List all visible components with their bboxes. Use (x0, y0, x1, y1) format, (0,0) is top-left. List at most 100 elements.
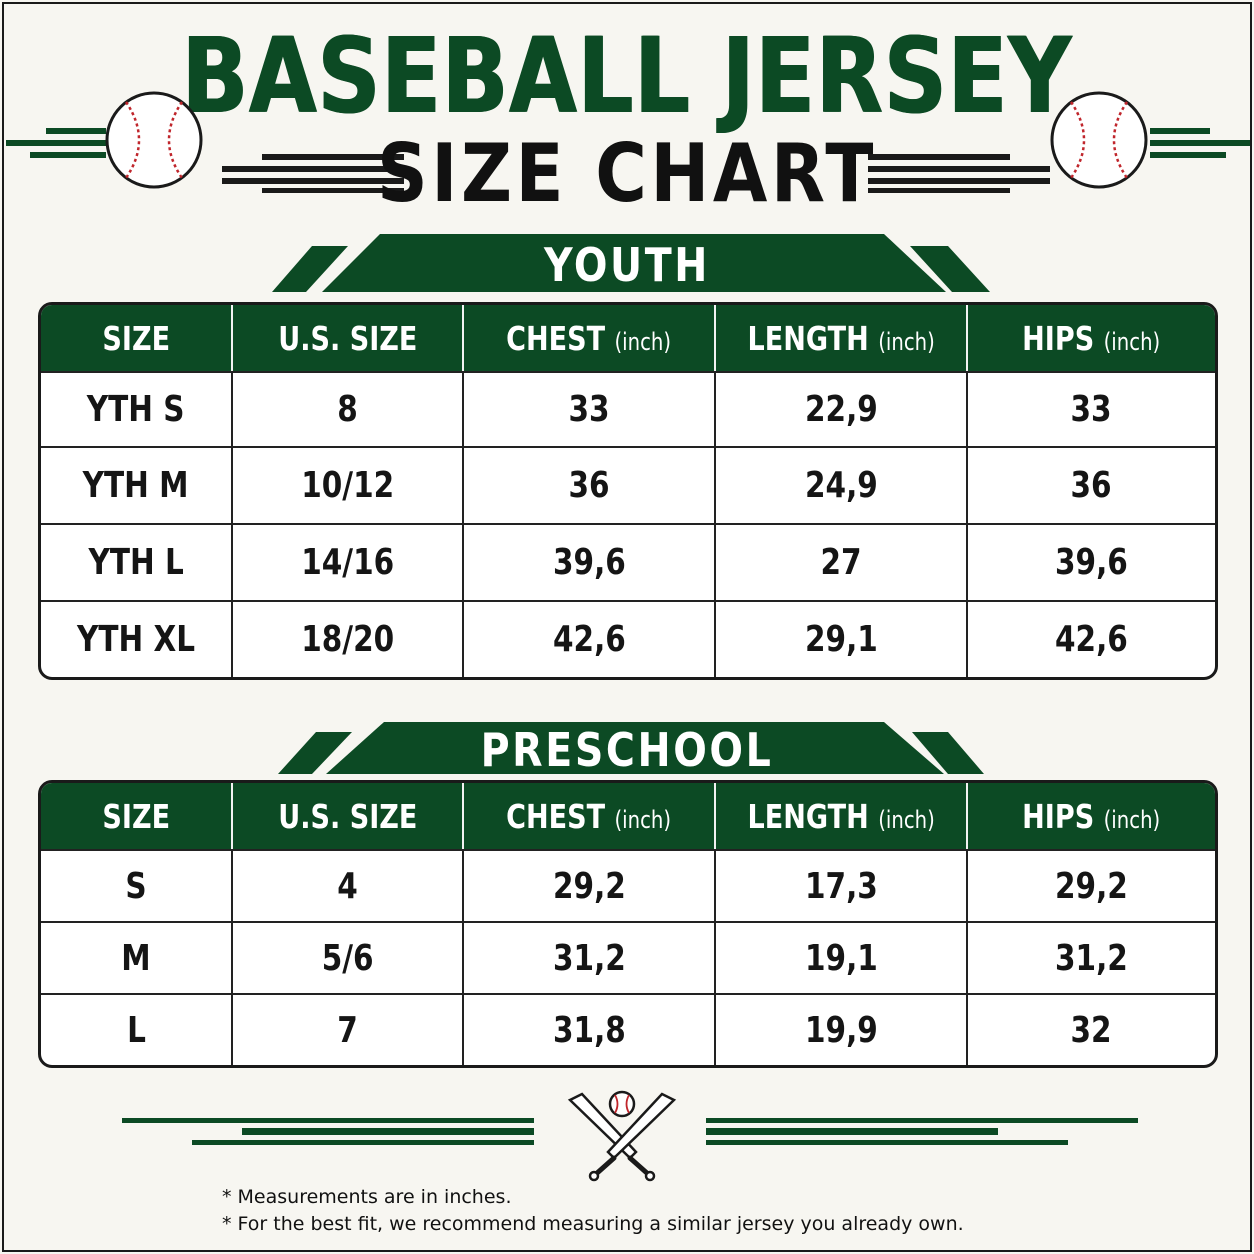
table-cell: 19,9 (714, 995, 966, 1065)
left-speed-lines (6, 126, 106, 166)
table-cell: 33 (966, 373, 1215, 446)
cell-value: 33 (1070, 389, 1113, 430)
table-cell: 36 (966, 448, 1215, 523)
table-cell: 18/20 (231, 602, 462, 677)
cell-value: 14/16 (301, 542, 394, 583)
table-cell: YTH M (41, 448, 231, 523)
table-row: YTH L 14/16 39,6 27 39,6 (41, 523, 1215, 600)
column-unit: (inch) (614, 327, 672, 356)
cell-value: YTH S (87, 389, 185, 430)
cell-value: 39,6 (1055, 542, 1128, 583)
column-header: HIPS (inch) (966, 305, 1215, 371)
table-row: L 7 31,8 19,9 32 (41, 993, 1215, 1065)
table-cell: 42,6 (966, 602, 1215, 677)
cell-value: 29,2 (552, 865, 626, 907)
table-cell: M (41, 923, 231, 993)
baseball-icon (1050, 91, 1148, 189)
cell-value: 31,2 (1055, 937, 1128, 979)
cell-value: 42,6 (552, 619, 626, 660)
table-cell: 14/16 (231, 525, 462, 600)
cell-value: 27 (820, 542, 862, 583)
preschool-size-table: SIZE U.S. SIZE CHEST (inch) LENGTH (inch) HI… (38, 780, 1218, 1068)
table-cell: 36 (462, 448, 714, 523)
column-label: LENGTH (747, 796, 869, 836)
column-header: LENGTH (inch) (714, 305, 966, 371)
table-cell: 29,2 (462, 851, 714, 921)
table-cell: 19,1 (714, 923, 966, 993)
table-cell: S (41, 851, 231, 921)
table-cell: 22,9 (714, 373, 966, 446)
column-header: CHEST (inch) (462, 783, 714, 849)
table-cell: 31,8 (462, 995, 714, 1065)
table-cell: 31,2 (966, 923, 1215, 993)
table-cell: 29,1 (714, 602, 966, 677)
cell-value: 24,9 (804, 465, 878, 506)
column-label: CHEST (506, 796, 606, 836)
column-unit: (inch) (1103, 327, 1161, 356)
cell-value: 10/12 (301, 465, 394, 506)
table-cell: 27 (714, 525, 966, 600)
cell-value: YTH XL (76, 619, 196, 660)
crossed-bats-icon (567, 1090, 677, 1182)
table-row: S 4 29,2 17,3 29,2 (41, 849, 1215, 921)
column-label: SIZE (102, 796, 170, 836)
table-cell: 24,9 (714, 448, 966, 523)
table-cell: 8 (231, 373, 462, 446)
youth-title: YOUTH (543, 238, 710, 292)
column-unit: (inch) (614, 805, 672, 834)
column-label: LENGTH (747, 318, 869, 358)
column-label: SIZE (102, 318, 170, 358)
cell-value: 32 (1070, 1009, 1113, 1051)
page-title: BASEBALL JERSEY (181, 15, 1073, 137)
cell-value: 17,3 (804, 865, 878, 907)
column-header: SIZE (41, 305, 231, 371)
table-cell: 29,2 (966, 851, 1215, 921)
cell-value: 36 (1070, 465, 1113, 506)
table-cell: 42,6 (462, 602, 714, 677)
table-cell: 17,3 (714, 851, 966, 921)
cell-value: 42,6 (1055, 619, 1128, 660)
footnotes: * Measurements are in inches. * For the … (222, 1184, 964, 1238)
preschool-title: PRESCHOOL (480, 723, 774, 777)
table-cell: 31,2 (462, 923, 714, 993)
column-unit: (inch) (878, 327, 935, 356)
cell-value: 29,1 (804, 619, 878, 660)
cell-value: L (126, 1009, 146, 1051)
table-row: M 5/6 31,2 19,1 31,2 (41, 921, 1215, 993)
table-cell: 39,6 (966, 525, 1215, 600)
cell-value: S (125, 865, 147, 907)
cell-value: 31,2 (552, 937, 626, 979)
cell-value: 18/20 (301, 619, 394, 660)
column-header: HIPS (inch) (966, 783, 1215, 849)
table-cell: 5/6 (231, 923, 462, 993)
column-unit: (inch) (878, 805, 935, 834)
right-speed-lines (1150, 126, 1250, 166)
table-cell: 4 (231, 851, 462, 921)
cell-value: 4 (337, 865, 358, 907)
subtitle-right-lines (868, 152, 1050, 194)
table-header-row: SIZE U.S. SIZE CHEST (inch) LENGTH (inch) HI… (41, 783, 1215, 849)
cell-value: YTH M (83, 465, 189, 506)
column-header: SIZE (41, 783, 231, 849)
cell-value: 33 (568, 389, 610, 430)
cell-value: 22,9 (804, 389, 878, 430)
cell-value: 29,2 (1055, 865, 1128, 907)
preschool-banner: PRESCHOOL (0, 722, 1254, 792)
cell-value: 5/6 (321, 937, 374, 979)
column-label: HIPS (1022, 318, 1095, 358)
table-cell: YTH L (41, 525, 231, 600)
column-label: HIPS (1022, 796, 1095, 836)
table-row: YTH M 10/12 36 24,9 36 (41, 446, 1215, 523)
column-header: U.S. SIZE (231, 783, 462, 849)
cell-value: 19,1 (804, 937, 878, 979)
table-header-row: SIZE U.S. SIZE CHEST (inch) LENGTH (inch) HI… (41, 305, 1215, 371)
cell-value: 31,8 (552, 1009, 626, 1051)
column-label: U.S. SIZE (277, 796, 418, 836)
cell-value: 39,6 (552, 542, 626, 583)
table-row: YTH XL 18/20 42,6 29,1 42,6 (41, 600, 1215, 677)
table-cell: YTH S (41, 373, 231, 446)
note-measurements: * Measurements are in inches. (222, 1186, 512, 1208)
subtitle-left-lines (222, 152, 404, 194)
table-cell: L (41, 995, 231, 1065)
youth-size-table: SIZE U.S. SIZE CHEST (inch) LENGTH (inch) HI… (38, 302, 1218, 680)
